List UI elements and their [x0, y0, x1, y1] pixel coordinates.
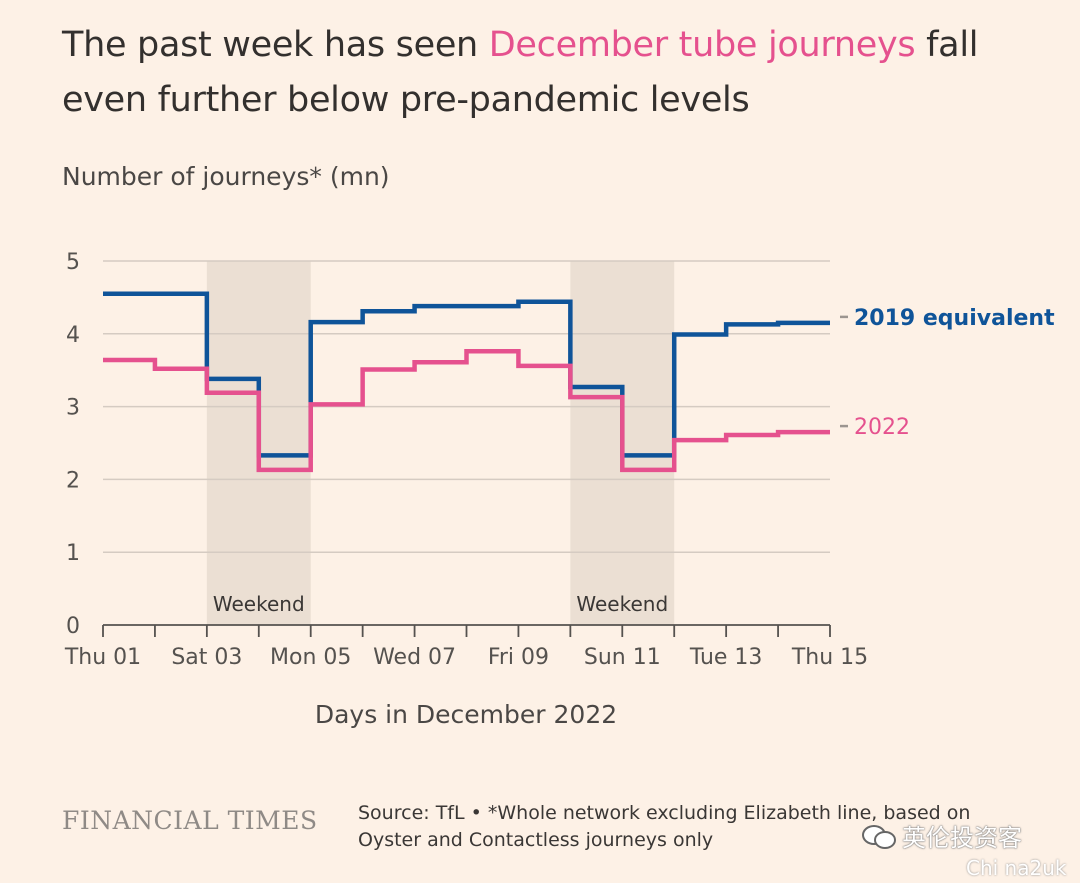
series-label: 2022: [854, 415, 910, 440]
ft-logo: FINANCIAL TIMES: [62, 806, 318, 835]
chart-title: The past week has seen December tube jou…: [62, 18, 1052, 128]
y-tick-label: 4: [66, 323, 80, 348]
weekend-label: Weekend: [576, 592, 668, 616]
watermark-handle: Chi na2uk: [966, 856, 1067, 880]
x-tick-label: Sun 11: [584, 645, 661, 670]
x-axis-label: Days in December 2022: [314, 700, 618, 729]
x-tick-label: Fri 09: [488, 645, 549, 670]
watermark: 英伦投资客: [862, 818, 1022, 853]
y-tick-label: 5: [66, 250, 80, 275]
title-text-post: fall even further below pre-pandemic lev…: [62, 25, 979, 120]
x-tick-label: Tue 13: [689, 645, 763, 670]
x-tick-label: Mon 05: [270, 645, 351, 670]
x-tick-label: Wed 07: [373, 645, 456, 670]
y-axis-label: Number of journeys* (mn): [62, 162, 390, 191]
y-tick-label: 3: [66, 396, 80, 421]
y-tick-label: 2: [66, 468, 80, 493]
weekend-label: Weekend: [213, 592, 305, 616]
y-tick-label: 0: [66, 614, 80, 639]
x-tick-label: Thu 15: [791, 645, 868, 670]
source-note: Source: TfL • *Whole network excluding E…: [358, 802, 971, 851]
watermark-brand: 英伦投资客: [902, 824, 1022, 852]
y-tick-label: 1: [66, 541, 80, 566]
x-tick-label: Sat 03: [171, 645, 242, 670]
x-tick-label: Thu 01: [64, 645, 141, 670]
title-text-pre: The past week has seen: [62, 25, 489, 65]
series-label: 2019 equivalent: [854, 306, 1055, 331]
title-highlight: December tube journeys: [488, 25, 916, 65]
series-line: [103, 349, 830, 473]
wechat-icon: [862, 823, 896, 849]
